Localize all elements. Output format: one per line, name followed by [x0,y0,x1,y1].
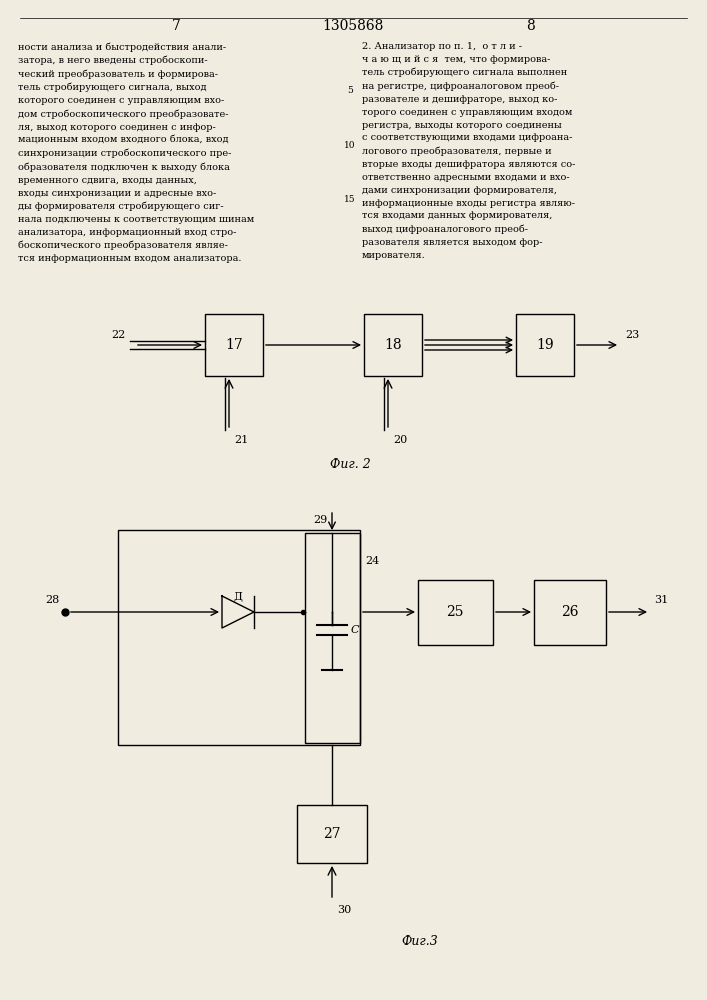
Text: 26: 26 [561,605,579,619]
Text: 1305868: 1305868 [323,19,384,33]
Text: 24: 24 [365,556,379,566]
Text: 15: 15 [344,195,356,204]
Text: 10: 10 [344,141,356,150]
Text: 20: 20 [393,435,407,445]
Text: 23: 23 [625,330,639,340]
Text: 22: 22 [111,330,125,340]
Text: 30: 30 [337,905,351,915]
Text: 2. Анализатор по п. 1,  о т л и -
ч а ю щ и й с я  тем, что формирова-
тель стро: 2. Анализатор по п. 1, о т л и - ч а ю щ… [362,42,575,260]
Bar [205,314,263,376]
Bar [305,533,360,743]
Text: 25: 25 [446,605,464,619]
Bar [534,580,606,645]
Text: Д: Д [233,591,243,601]
Text: 28: 28 [46,595,60,605]
Bar [364,314,422,376]
Text: 31: 31 [654,595,668,605]
Bar [418,580,493,645]
Text: 29: 29 [312,515,327,525]
Bar [118,530,360,745]
Text: 18: 18 [384,338,402,352]
Text: C: C [351,625,359,635]
Bar [297,805,367,863]
Text: 8: 8 [526,19,534,33]
Text: ности анализа и быстродействия анали-
затора, в него введены стробоскопи-
ческий: ности анализа и быстродействия анали- за… [18,42,255,263]
Text: 21: 21 [234,435,248,445]
Text: 19: 19 [536,338,554,352]
Text: Фиг.3: Фиг.3 [402,935,438,948]
Text: 27: 27 [323,827,341,841]
Text: 5: 5 [347,86,353,95]
Text: 17: 17 [225,338,243,352]
Bar [516,314,574,376]
Text: 7: 7 [173,19,181,33]
Text: Фиг. 2: Фиг. 2 [329,458,370,471]
